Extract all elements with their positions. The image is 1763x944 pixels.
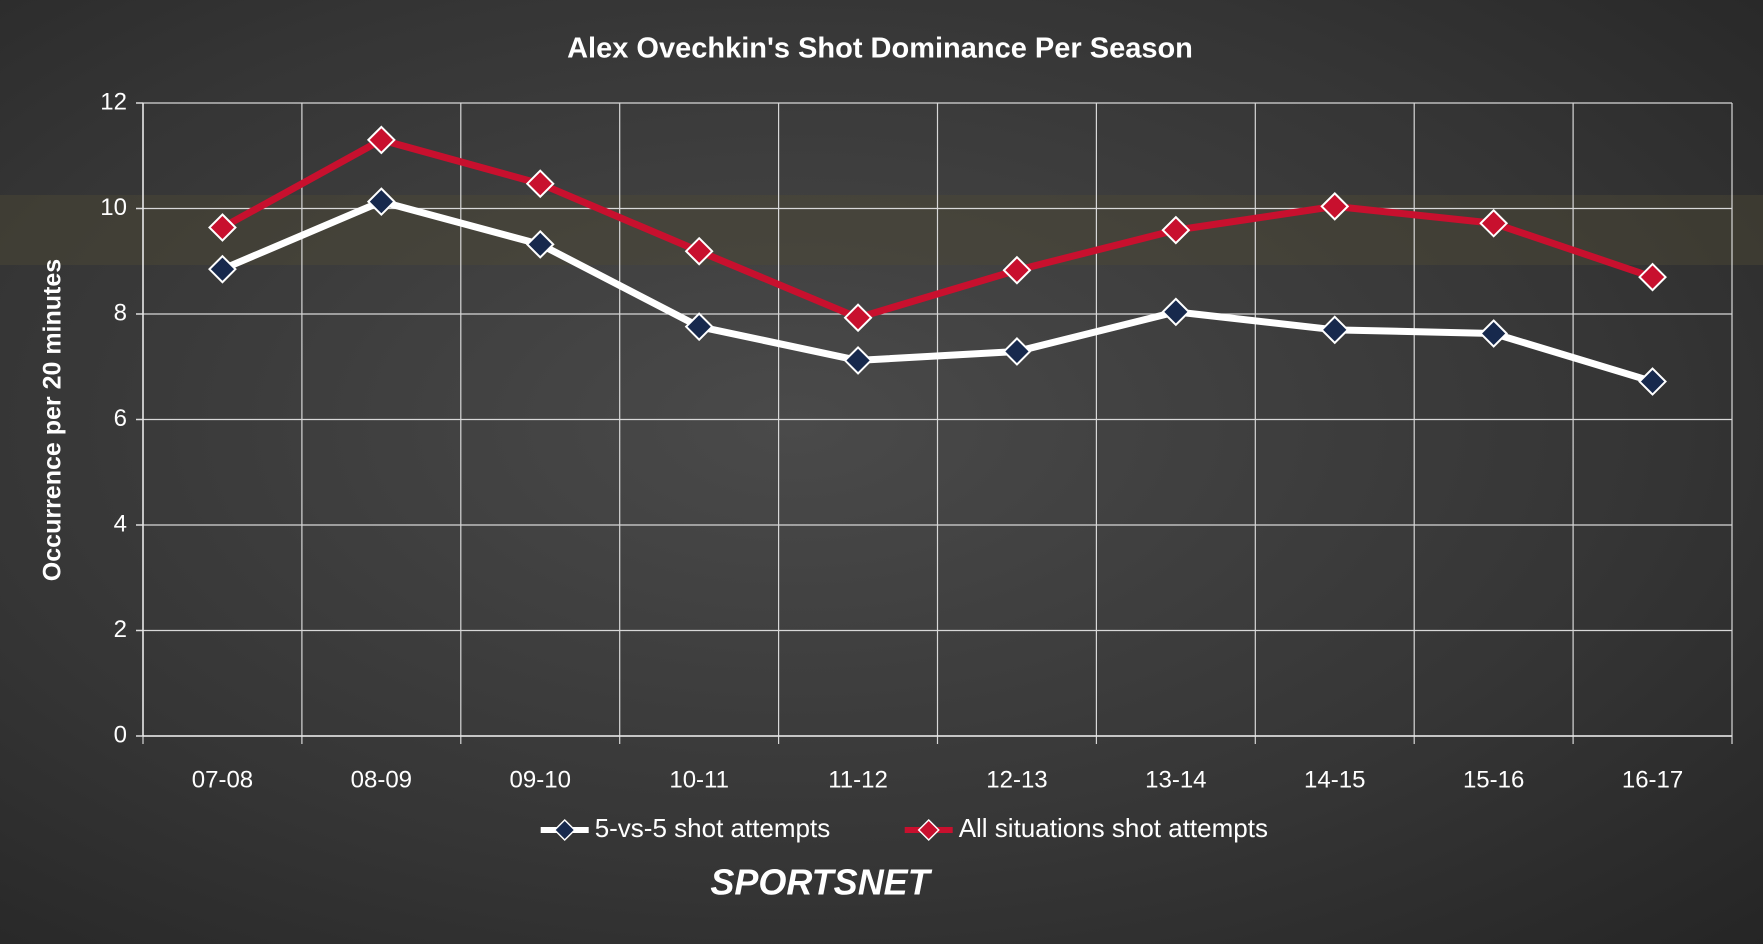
data-point: [1638, 262, 1667, 292]
data-point: [1320, 191, 1350, 221]
data-point: [1161, 297, 1191, 327]
legend-label: All situations shot attempts: [959, 813, 1268, 843]
legend-marker: [553, 818, 576, 842]
x-tick-label: 13-14: [1145, 766, 1206, 793]
chart-title: Alex Ovechkin's Shot Dominance Per Seaso…: [567, 33, 1193, 65]
rink-band: [0, 195, 1763, 265]
x-tick-label: 07-08: [192, 766, 253, 793]
data-point: [1002, 337, 1032, 366]
data-point: [1002, 255, 1032, 285]
data-point: [1638, 367, 1667, 396]
x-tick-label: 15-16: [1463, 766, 1524, 793]
y-tick-label: 8: [114, 299, 127, 326]
x-tick-label: 14-15: [1304, 766, 1365, 793]
y-tick-label: 2: [114, 616, 127, 643]
data-point: [1479, 208, 1509, 238]
y-tick-label: 0: [114, 721, 127, 748]
legend-label: 5-vs-5 shot attempts: [595, 813, 831, 843]
series-line: [221, 198, 1654, 385]
x-tick-label: 16-17: [1622, 766, 1683, 793]
legend-marker: [917, 818, 940, 842]
legend-item: 5-vs-5 shot attempts: [540, 813, 831, 843]
data-point: [843, 303, 873, 333]
data-point: [366, 125, 396, 155]
data-point: [208, 213, 237, 242]
data-point: [684, 312, 714, 342]
y-tick-label: 10: [100, 194, 127, 221]
x-tick-label: 12-13: [986, 766, 1047, 793]
data-point: [525, 229, 555, 259]
x-tick-label: 10-11: [669, 766, 729, 793]
data-point: [843, 346, 873, 375]
y-tick-label: 12: [100, 88, 127, 115]
series-line: [220, 136, 1654, 322]
x-tick-label: 11-12: [828, 766, 888, 793]
data-point: [1479, 319, 1509, 348]
y-axis-label: Occurrence per 20 minutes: [39, 259, 67, 581]
data-point: [1320, 315, 1350, 345]
logo: SPORTSNET: [710, 862, 932, 903]
y-tick-label: 4: [114, 510, 127, 537]
data-point: [525, 169, 555, 199]
data-point: [684, 236, 714, 266]
x-tick-label: 09-10: [510, 766, 571, 793]
x-tick-label: 08-09: [351, 766, 412, 793]
data-point: [366, 187, 396, 217]
y-tick-label: 6: [114, 405, 127, 432]
legend-item: All situations shot attempts: [904, 813, 1268, 843]
data-point: [208, 254, 237, 284]
data-point: [1161, 215, 1191, 245]
